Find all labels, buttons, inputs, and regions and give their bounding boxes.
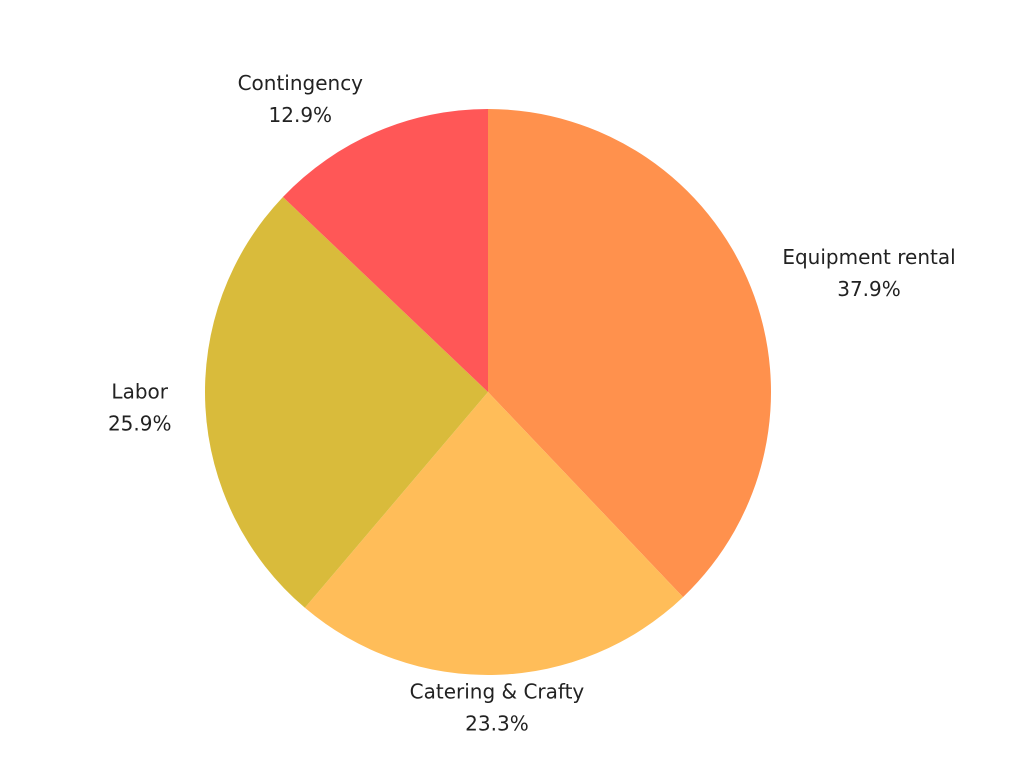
slice-value-label: 23.3% (465, 711, 529, 735)
slice-label: Catering & Crafty (410, 679, 585, 703)
pie-slice (282, 109, 488, 392)
pie-slice (204, 196, 488, 608)
slice-value-label: 37.9% (837, 277, 901, 301)
slice-value-label: 25.9% (108, 411, 172, 435)
slice-value-label: 12.9% (269, 103, 333, 127)
pie-slice (304, 392, 684, 676)
slice-label: Contingency (238, 71, 364, 95)
slice-label: Labor (111, 379, 168, 403)
pie-slice (488, 109, 772, 598)
slice-label: Equipment rental (782, 245, 955, 269)
